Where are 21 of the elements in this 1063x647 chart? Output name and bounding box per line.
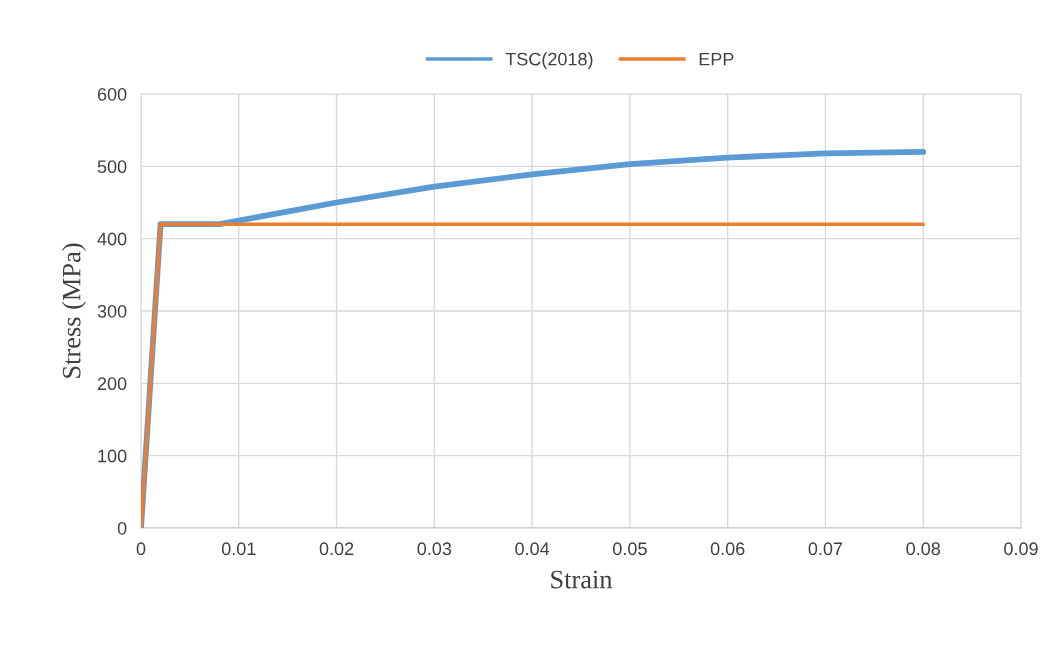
y-axis-title: Stress (MPa) — [61, 243, 86, 378]
x-tick-label: 0.06 — [710, 542, 745, 556]
x-tick-label: 0.02 — [319, 542, 354, 556]
x-tick-label: 0.01 — [221, 542, 256, 556]
x-tick-label: 0.05 — [613, 542, 647, 556]
x-tick-label: 0 — [136, 542, 146, 556]
x-tick-label: 0.08 — [906, 542, 941, 556]
y-tick-label: 500 — [97, 160, 127, 174]
x-tick-label: 0.04 — [515, 542, 550, 556]
y-tick-label: 600 — [97, 87, 127, 101]
x-tick-label: 0.03 — [417, 542, 452, 556]
x-tick-label: 0.09 — [1004, 542, 1038, 556]
legend-label: TSC(2018) — [505, 52, 593, 70]
legend-label: EPP — [699, 52, 734, 66]
y-tick-label: 100 — [98, 449, 127, 463]
x-tick-label: 0.07 — [808, 542, 843, 556]
y-tick-label: 0 — [117, 521, 127, 535]
y-tick-label: 400 — [97, 232, 127, 246]
y-tick-label: 200 — [97, 377, 127, 391]
y-tick-label: 300 — [97, 304, 127, 318]
x-axis-title: Strain — [551, 570, 613, 589]
